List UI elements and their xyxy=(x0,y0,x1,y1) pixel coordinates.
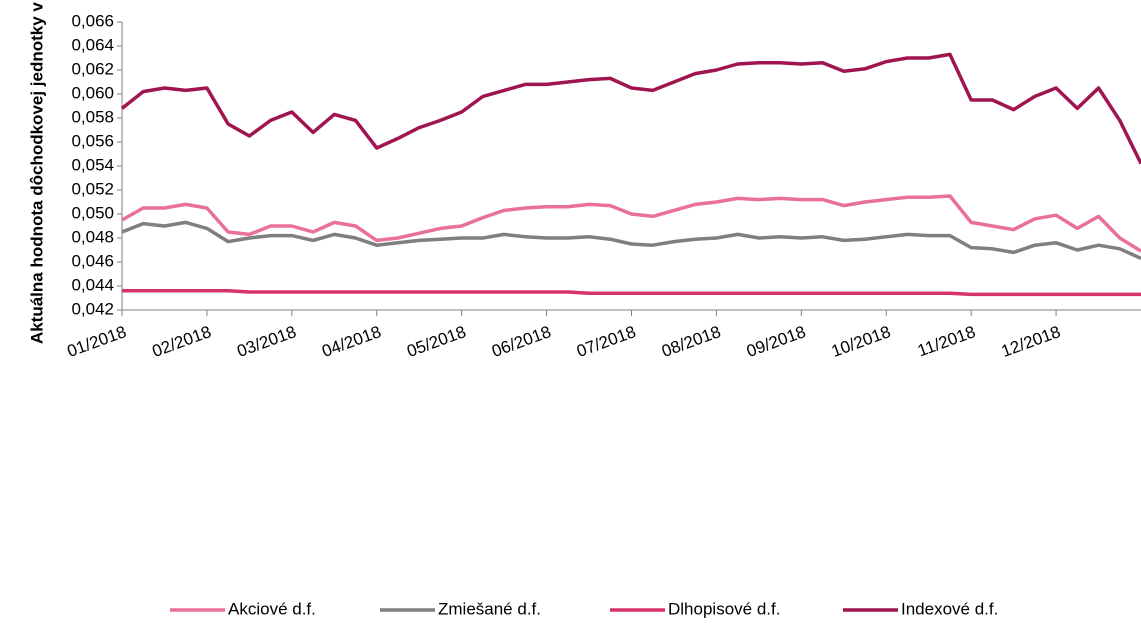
x-tick-label: 04/2018 xyxy=(319,322,383,361)
series-line xyxy=(120,52,1141,165)
y-tick-label: 0,046 xyxy=(71,251,114,270)
y-tick-label: 0,050 xyxy=(71,203,114,222)
legend-label: Akciové d.f. xyxy=(228,599,316,618)
y-tick-label: 0,048 xyxy=(71,227,114,246)
x-tick-label: 10/2018 xyxy=(829,322,893,361)
series-line xyxy=(122,289,1141,297)
x-tick-label: 09/2018 xyxy=(744,322,808,361)
y-tick-label: 0,052 xyxy=(71,179,114,198)
y-tick-label: 0,062 xyxy=(71,59,114,78)
y-tick-label: 0,060 xyxy=(71,83,114,102)
y-tick-label: 0,044 xyxy=(71,275,114,294)
y-tick-label: 0,042 xyxy=(71,299,114,318)
x-tick-label: 08/2018 xyxy=(659,322,723,361)
x-tick-label: 05/2018 xyxy=(404,322,468,361)
legend-label: Zmiešané d.f. xyxy=(438,599,541,618)
series-line xyxy=(121,220,1141,260)
y-tick-label: 0,056 xyxy=(71,131,114,150)
x-tick-label: 03/2018 xyxy=(234,322,298,361)
y-tick-label: 0,058 xyxy=(71,107,114,126)
x-tick-label: 01/2018 xyxy=(65,322,129,361)
legend-label: Dlhopisové d.f. xyxy=(668,599,780,618)
y-tick-label: 0,054 xyxy=(71,155,114,174)
y-tick-label: 0,064 xyxy=(71,35,114,54)
x-tick-label: 11/2018 xyxy=(915,322,978,360)
y-tick-label: 0,066 xyxy=(71,11,114,30)
x-tick-label: 12/2018 xyxy=(999,322,1063,361)
series-line xyxy=(121,194,1141,253)
x-tick-label: 07/2018 xyxy=(574,322,638,361)
x-tick-label: 06/2018 xyxy=(489,322,553,361)
legend-label: Indexové d.f. xyxy=(901,599,998,618)
y-axis-label: Aktuálna hodnota dôchodkovej jednotky v … xyxy=(27,0,46,344)
x-tick-label: 02/2018 xyxy=(150,322,214,361)
